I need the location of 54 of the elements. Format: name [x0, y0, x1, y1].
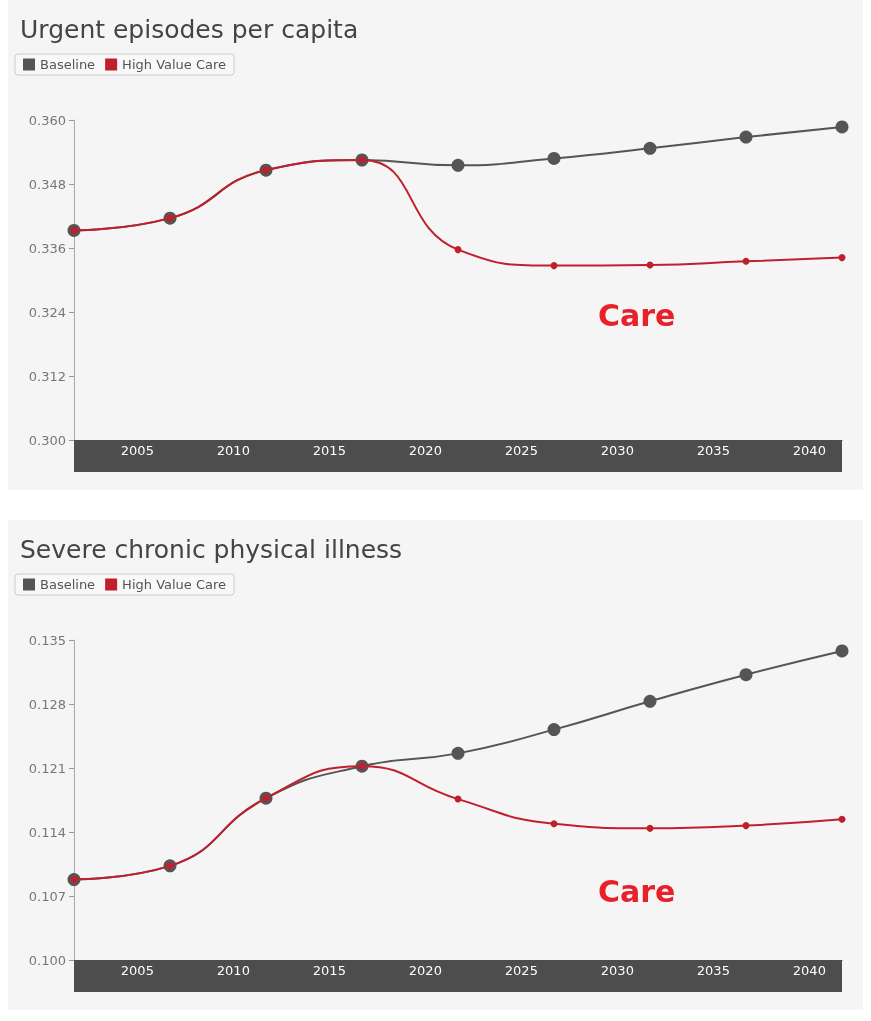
y-tick-label: 0.128 — [28, 696, 66, 712]
x-tick-label: 2030 — [600, 442, 634, 458]
y-tick-label: 0.121 — [28, 760, 66, 776]
x-tick-label: 2025 — [504, 442, 538, 458]
point — [454, 246, 462, 254]
legend-label: High Value Care — [122, 577, 227, 592]
point — [742, 822, 750, 830]
x-tick-label: 2010 — [216, 442, 250, 458]
x-tick-label: 2040 — [792, 442, 826, 458]
y-tick-label: 0.348 — [28, 176, 66, 192]
y-tick-label: 0.100 — [28, 952, 66, 968]
point — [550, 820, 558, 828]
point — [838, 254, 846, 262]
point — [451, 158, 465, 172]
point — [739, 668, 753, 682]
point — [451, 746, 465, 760]
point — [547, 151, 561, 165]
point — [643, 141, 657, 155]
y-tick-label: 0.135 — [28, 632, 66, 648]
x-tick-label: 2035 — [696, 442, 730, 458]
x-tick-label: 2005 — [120, 962, 154, 978]
y-tick-label: 0.336 — [28, 240, 66, 256]
x-tick-label: 2025 — [504, 962, 538, 978]
point — [835, 120, 849, 134]
y-tick-label: 0.300 — [28, 432, 66, 448]
point — [835, 644, 849, 658]
chart-title: Severe chronic physical illness — [20, 535, 403, 564]
point — [838, 815, 846, 823]
y-tick-label: 0.360 — [28, 112, 66, 128]
annotation: Care — [598, 873, 676, 909]
legend-label: Baseline — [40, 57, 96, 72]
y-tick-label: 0.114 — [28, 824, 66, 840]
x-tick-label: 2015 — [312, 962, 346, 978]
chart-title: Urgent episodes per capita — [20, 15, 359, 44]
annotation: Care — [598, 297, 676, 333]
point — [646, 824, 654, 832]
x-tick-label: 2030 — [600, 962, 634, 978]
x-tick-label: 2020 — [408, 442, 442, 458]
y-tick-label: 0.312 — [28, 368, 66, 384]
x-tick-label: 2010 — [216, 962, 250, 978]
x-tick-label: 2015 — [312, 442, 346, 458]
legend-label: Baseline — [40, 577, 96, 592]
y-tick-label: 0.324 — [28, 304, 66, 320]
y-tick-label: 0.107 — [28, 888, 66, 904]
x-tick-label: 2020 — [408, 962, 442, 978]
legend-label: High Value Care — [122, 57, 227, 72]
point — [739, 130, 753, 144]
x-tick-label: 2005 — [120, 442, 154, 458]
point — [550, 262, 558, 270]
point — [547, 723, 561, 737]
x-tick-label: 2040 — [792, 962, 826, 978]
point — [643, 694, 657, 708]
x-tick-label: 2035 — [696, 962, 730, 978]
point — [742, 257, 750, 265]
